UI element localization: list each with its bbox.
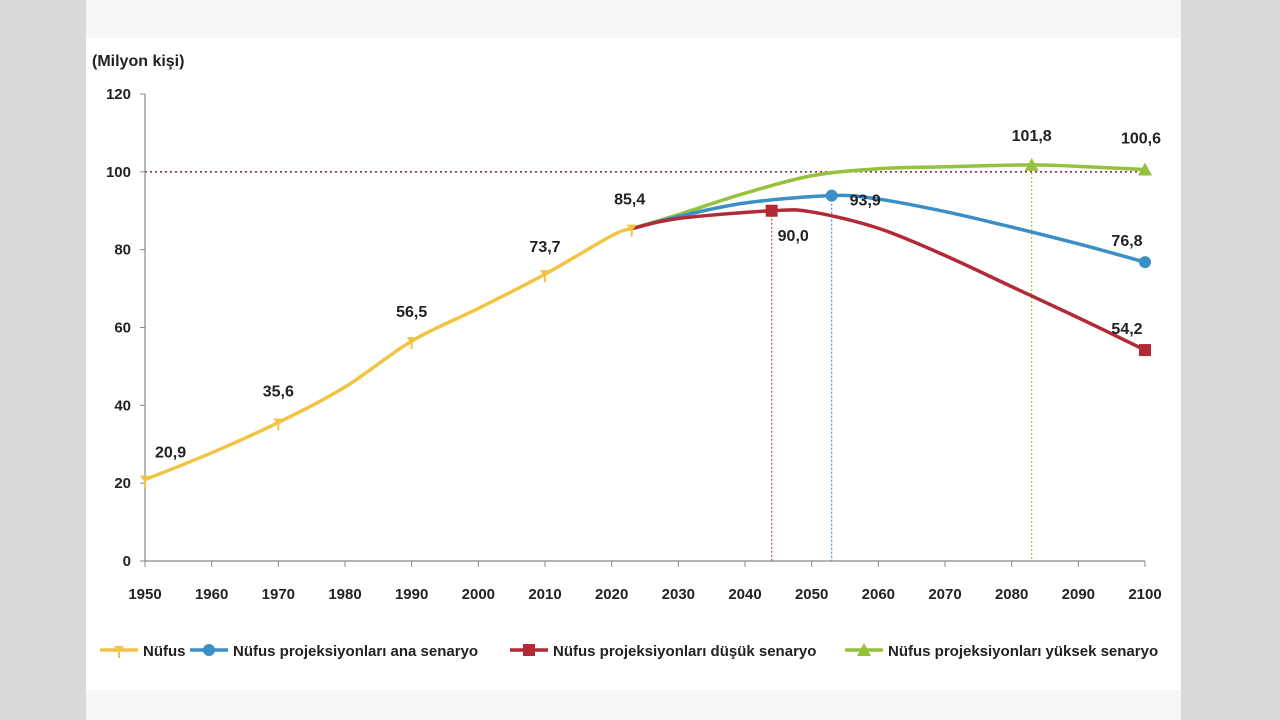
x-tick-label: 2080 [995, 586, 1028, 603]
marker-ana [825, 189, 838, 202]
legend-marker-yuksek [857, 643, 871, 656]
legend-label-ana: Nüfus projeksiyonları ana senaryo [233, 643, 478, 660]
y-tick-label: 20 [114, 475, 131, 492]
x-tick-label: 1970 [262, 586, 295, 603]
data-label: 100,6 [1121, 130, 1161, 147]
chart-area [86, 38, 1181, 690]
marker-yuksek [1024, 157, 1039, 171]
series-line-ana [629, 193, 1147, 264]
y-tick-label: 0 [123, 553, 131, 570]
y-tick-label: 100 [106, 164, 131, 181]
data-label: 35,6 [263, 383, 294, 400]
x-tick-label: 2050 [795, 586, 828, 603]
x-tick-label: 2090 [1062, 586, 1095, 603]
y-axis-unit-label: (Milyon kişi) [92, 53, 184, 70]
legend-label-nufus: Nüfus [143, 643, 186, 660]
legend-group: Nüfus Nüfus projeksiyonları ana senaryo Nü… [100, 643, 1158, 660]
legend-label-yuksek: Nüfus projeksiyonları yüksek senaryo [888, 643, 1158, 660]
chart-panel [86, 0, 1181, 720]
data-label: 90,0 [778, 228, 809, 245]
data-label: 20,9 [155, 445, 186, 462]
data-label: 76,8 [1111, 233, 1142, 250]
x-tick-label: 1950 [128, 586, 161, 603]
series-line-dusuk [629, 208, 1147, 352]
data-label: 93,9 [850, 193, 881, 210]
series-line-nufus [143, 226, 634, 482]
marker-dusuk [1139, 344, 1151, 357]
data-label: 54,2 [1111, 321, 1142, 338]
y-tick-label: 80 [114, 242, 131, 259]
y-tick-label: 40 [114, 397, 131, 414]
data-label: 85,4 [614, 192, 645, 209]
x-tick-label: 2060 [862, 586, 895, 603]
marker-ana [1139, 256, 1151, 269]
legend-marker-ana [203, 644, 215, 656]
x-tick-label: 2030 [662, 586, 695, 603]
series-line-yuksek [629, 163, 1147, 231]
y-tick-label: 60 [114, 320, 131, 337]
legend-marker-dusuk [523, 644, 535, 656]
data-labels-group: 20,9 35,6 56,5 73,7 85,4 90,0 93,9 101,8 100,6 76… [155, 128, 1161, 462]
x-tick-label: 2000 [462, 586, 495, 603]
x-tick-label: 2100 [1128, 586, 1161, 603]
x-tick-label: 2070 [928, 586, 961, 603]
data-label: 73,7 [529, 239, 560, 256]
legend-label-dusuk: Nüfus projeksiyonları düşük senaryo [553, 643, 816, 660]
drop-lines-group [771, 164, 1033, 561]
data-label: 101,8 [1012, 128, 1052, 145]
series-group [143, 163, 1147, 482]
y-tick-label: 120 [106, 86, 131, 103]
marker-dusuk [765, 204, 778, 217]
x-tick-label: 1990 [395, 586, 428, 603]
x-tick-label: 1980 [328, 586, 361, 603]
x-tick-label: 1960 [195, 586, 228, 603]
x-tick-label: 2020 [595, 586, 628, 603]
marker-yuksek [1138, 162, 1152, 176]
x-tick-label: 2040 [728, 586, 761, 603]
markers-group [140, 157, 1152, 488]
data-label: 56,5 [396, 304, 427, 321]
x-tick-label: 2010 [528, 586, 561, 603]
